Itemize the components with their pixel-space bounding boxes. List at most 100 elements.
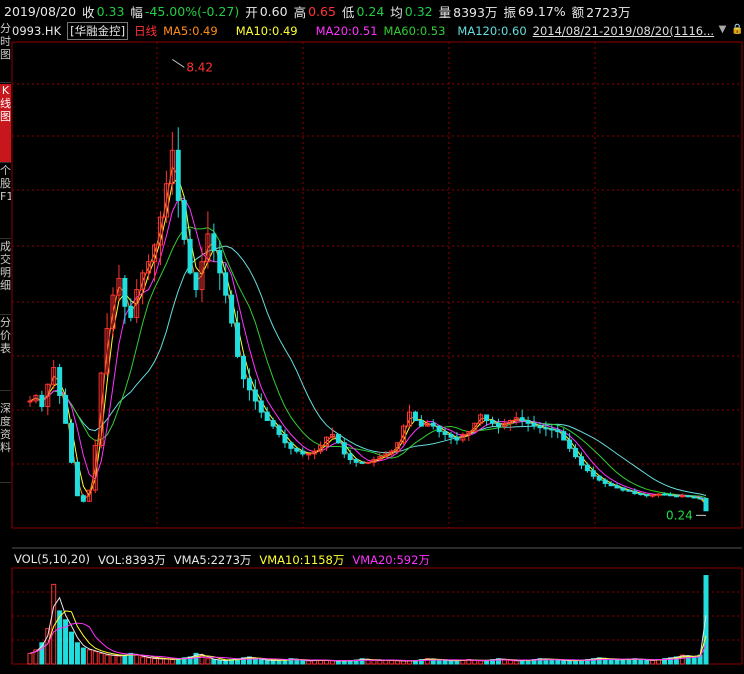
amplitude-value: 69.17% — [517, 3, 566, 19]
candle-body — [312, 450, 318, 455]
candle-body — [584, 464, 590, 472]
volume-bar — [252, 658, 258, 665]
volume-bar — [157, 658, 163, 665]
tab-price-table[interactable]: 分价表 — [0, 316, 11, 391]
volume-bar — [371, 659, 377, 665]
candle-body — [407, 411, 413, 427]
candle-body — [181, 199, 187, 240]
volume-indicator-name: VOL(5,10,20) — [14, 552, 90, 566]
volume-bar — [513, 660, 519, 665]
candle-body — [395, 442, 401, 452]
dropdown-triangle-icon[interactable]: ▼ — [718, 24, 727, 35]
candle-body — [561, 431, 567, 441]
candle-body — [466, 431, 472, 435]
candle-body — [418, 420, 424, 427]
volume-bar — [205, 658, 211, 665]
vma20-label: VMA20:592万 — [352, 553, 430, 567]
quote-date: 2019/08/20 — [4, 3, 77, 19]
candle-body — [667, 494, 673, 497]
volume-bar — [555, 659, 561, 665]
ma5-label: MA5:0.49 — [163, 24, 218, 38]
candle-body — [424, 422, 430, 427]
candle-body — [573, 447, 579, 458]
ma5-line — [29, 165, 707, 505]
volume-bar — [679, 654, 685, 665]
tab-trades[interactable]: 成交明细 — [0, 240, 11, 315]
candle-body — [359, 461, 365, 464]
candle-body — [543, 427, 549, 430]
volume-ma-lines — [29, 596, 707, 662]
candle-body — [163, 183, 169, 218]
price-panel-frame — [11, 41, 743, 529]
high-label: 高 — [293, 4, 307, 20]
candle-body — [353, 459, 359, 463]
candle-body — [478, 414, 484, 424]
candle-body — [45, 383, 51, 408]
candle-body — [590, 470, 596, 477]
candle-body — [80, 495, 86, 502]
candle-body — [104, 328, 110, 374]
ma10-line — [29, 177, 707, 503]
tab-kline[interactable]: K线图 — [0, 84, 11, 163]
candle-body — [347, 453, 353, 460]
tab-f10[interactable]: 个股F10 — [0, 164, 11, 239]
candle-body — [33, 394, 39, 402]
candle-body — [306, 453, 312, 456]
candle-body — [442, 431, 448, 435]
volume-bar — [193, 652, 199, 665]
volume-bar — [122, 654, 128, 665]
volume-bar — [110, 654, 116, 665]
volume-bar — [614, 659, 620, 665]
volume-bar — [33, 649, 39, 665]
candle-body — [626, 489, 632, 492]
ma10-path — [29, 177, 707, 503]
volume-bar — [152, 658, 158, 665]
candle-body — [490, 420, 496, 424]
candle-body — [211, 233, 217, 252]
candle-body — [264, 411, 270, 421]
candle-body — [578, 456, 584, 466]
volume-bar — [63, 619, 69, 665]
lock-icon[interactable]: 🔒 — [731, 24, 744, 35]
date-range[interactable]: 2014/08/21-2019/08/20(1116... — [532, 24, 715, 38]
quote-bar: 2019/08/20 收 0.33 幅 -45.00%(-0.27) 开 0.60 高… — [0, 0, 744, 22]
volume-bar — [74, 642, 80, 665]
candle-body — [116, 277, 122, 296]
candle-body — [223, 272, 229, 296]
candle-body — [673, 495, 679, 498]
volume-bar — [69, 631, 75, 665]
tab-profile[interactable]: 深度资料 — [0, 402, 11, 483]
candle-body — [537, 425, 543, 429]
amplitude-label: 振 — [503, 4, 516, 20]
stock-code: 0993.HK — [12, 24, 62, 38]
period-label[interactable]: 日线 — [134, 24, 158, 38]
vma5-label: VMA5:2273万 — [173, 553, 252, 567]
candle-body — [644, 494, 650, 497]
candle-body — [519, 417, 525, 422]
volume-bar — [395, 660, 401, 665]
candle-body — [205, 233, 211, 263]
candle-body — [602, 479, 608, 484]
candle-body — [335, 433, 341, 444]
candle-body — [300, 450, 306, 455]
candle-body — [74, 461, 80, 497]
ma-legend: 0993.HK [华融金控] 日线 MA5:0.49 MA10:0.49 MA2… — [12, 22, 714, 40]
volume-bar — [567, 660, 573, 665]
change-value: -45.00%(-0.27) — [144, 3, 240, 19]
candle-body — [39, 394, 45, 408]
volume-bar — [306, 660, 312, 665]
candle-body — [128, 305, 134, 318]
candle-body — [51, 367, 57, 385]
volume-bar — [478, 660, 484, 665]
vma10-label: VMA10:1158万 — [259, 553, 345, 567]
volume-bar — [561, 659, 567, 665]
candle-body — [276, 425, 282, 435]
candle-body — [389, 450, 395, 455]
candle-body — [270, 420, 276, 427]
candle-body — [430, 422, 436, 427]
ma60-label: MA60:0.53 — [383, 24, 446, 38]
ma20-line — [29, 197, 707, 501]
volume-bar — [703, 575, 709, 665]
tab-time-chart[interactable]: 分时图 — [0, 22, 11, 83]
